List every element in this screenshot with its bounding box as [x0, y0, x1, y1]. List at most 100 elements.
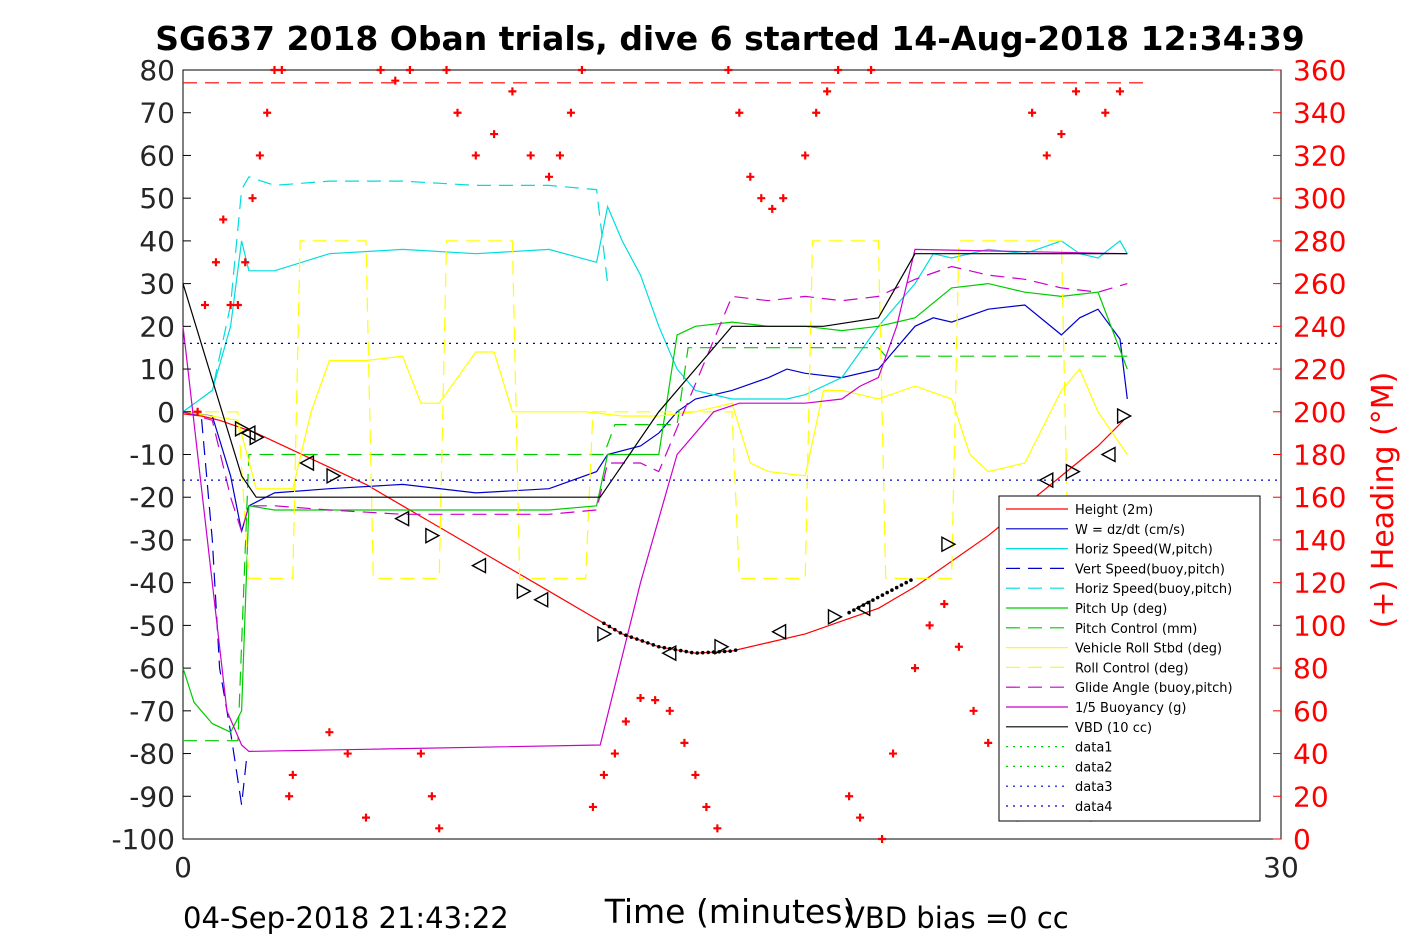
- heading-point: [911, 664, 919, 673]
- heading-point: [343, 749, 352, 758]
- y-tick-label: -10: [129, 439, 175, 472]
- height-sample-dot: [700, 650, 705, 655]
- series-line-glide-angle-buoy-pitch: [182, 265, 1128, 534]
- plot-series: [182, 82, 1281, 805]
- x-tick-label: 30: [1263, 851, 1299, 884]
- height-sample-dot: [856, 605, 861, 610]
- height-marker: [941, 536, 957, 553]
- height-sample-dot: [861, 603, 866, 607]
- heading-point: [376, 66, 385, 74]
- height-sample-dot: [728, 649, 732, 653]
- heading-point: [757, 194, 766, 203]
- height-sample-dot: [618, 631, 623, 635]
- heading-point: [255, 151, 264, 160]
- heading-point: [508, 87, 517, 96]
- heading-point: [200, 300, 209, 309]
- footer-vbd-bias: VBD bias =0 cc: [845, 901, 1069, 935]
- heading-point: [621, 717, 630, 726]
- y-right-tick-label: 360: [1293, 54, 1346, 87]
- height-sample-dot: [640, 639, 645, 643]
- height-sample-dot: [866, 600, 870, 605]
- x-tick-label: 0: [174, 851, 192, 884]
- right-axis-label: (+) Heading (°M): [1366, 372, 1401, 629]
- height-marker: [1038, 471, 1054, 489]
- heading-point: [735, 108, 744, 117]
- heading-point: [636, 694, 645, 703]
- heading-point: [768, 204, 777, 213]
- heading-point: [713, 824, 722, 833]
- height-marker: [533, 591, 549, 608]
- y-tick-label: -20: [129, 481, 175, 514]
- heading-point: [834, 66, 843, 74]
- series-line-pitch-up-deg: [182, 282, 1128, 733]
- y-tick-label: -40: [129, 567, 175, 600]
- y-tick-label: -50: [129, 609, 175, 642]
- heading-point: [405, 66, 414, 74]
- height-sample-dot: [717, 649, 721, 654]
- height-sample-dot: [711, 650, 716, 654]
- heading-point: [288, 770, 297, 779]
- y-tick-label: -80: [129, 738, 175, 771]
- legend-label: Horiz Speed(buoy,pitch): [1075, 582, 1232, 597]
- heading-point: [925, 621, 934, 630]
- legend-label: data2: [1075, 760, 1113, 775]
- y-right-tick-label: 260: [1293, 268, 1346, 301]
- heading-point: [416, 749, 425, 758]
- height-marker: [470, 557, 487, 574]
- y-right-tick-label: 300: [1293, 182, 1346, 215]
- legend-label: Roll Control (deg): [1075, 661, 1189, 676]
- heading-point: [471, 151, 480, 160]
- y-tick-label: 0: [157, 396, 175, 429]
- heading-point: [526, 151, 535, 160]
- heading-point: [285, 792, 294, 801]
- heading-point: [1057, 130, 1066, 139]
- legend-label: Pitch Up (deg): [1075, 602, 1167, 617]
- heading-point: [545, 172, 553, 181]
- y-tick-label: 50: [139, 182, 175, 215]
- heading-point: [702, 802, 711, 811]
- height-sample-dot: [885, 590, 889, 595]
- heading-point: [490, 130, 499, 139]
- y-right-tick-label: 160: [1293, 481, 1346, 514]
- series-line-vert-speed-buoy-pitch: [182, 411, 248, 805]
- footer-timestamp: 04-Sep-2018 21:43:22: [183, 901, 509, 935]
- series-line-roll-control-deg: [183, 240, 1128, 580]
- heading-point: [263, 108, 272, 117]
- y-right-tick-label: 20: [1293, 780, 1329, 813]
- height-sample-dot: [602, 621, 606, 626]
- height-sample-dot: [613, 627, 617, 632]
- heading-point: [277, 66, 286, 74]
- y-tick-label: -70: [129, 695, 175, 728]
- legend-label: data3: [1075, 780, 1113, 795]
- y-tick-label: -100: [111, 823, 175, 856]
- series-line-horiz-speed-buoy-pitch: [182, 176, 609, 413]
- y-right-tick-label: 340: [1293, 97, 1346, 130]
- height-marker: [298, 454, 315, 472]
- heading-point: [680, 738, 689, 747]
- heading-point: [226, 300, 235, 309]
- heading-point: [724, 66, 733, 74]
- heading-point: [211, 258, 220, 267]
- height-marker: [1100, 446, 1116, 463]
- y-tick-label: -60: [129, 652, 175, 685]
- heading-point: [241, 258, 250, 267]
- height-marker: [394, 510, 410, 527]
- height-sample-dot: [651, 643, 656, 647]
- y-right-tick-label: 60: [1293, 695, 1329, 728]
- legend-label: W = dz/dt (cm/s): [1075, 523, 1185, 538]
- series-line-height-2m: [182, 413, 1125, 654]
- y-right-tick-label: 40: [1293, 738, 1329, 771]
- legend-label: data1: [1075, 741, 1113, 756]
- height-sample-dot: [635, 637, 639, 641]
- height-sample-dot: [662, 645, 667, 650]
- heading-point: [427, 792, 436, 801]
- height-sample-dot: [646, 641, 650, 645]
- height-sample-dot: [890, 588, 894, 592]
- heading-point: [691, 770, 700, 779]
- legend-label: Horiz Speed(W,pitch): [1075, 543, 1213, 558]
- legend-label: VBD (10 cc): [1075, 721, 1152, 736]
- heading-point: [651, 696, 660, 705]
- heading-point: [984, 738, 993, 747]
- heading-point: [1072, 87, 1081, 96]
- height-marker: [249, 429, 265, 446]
